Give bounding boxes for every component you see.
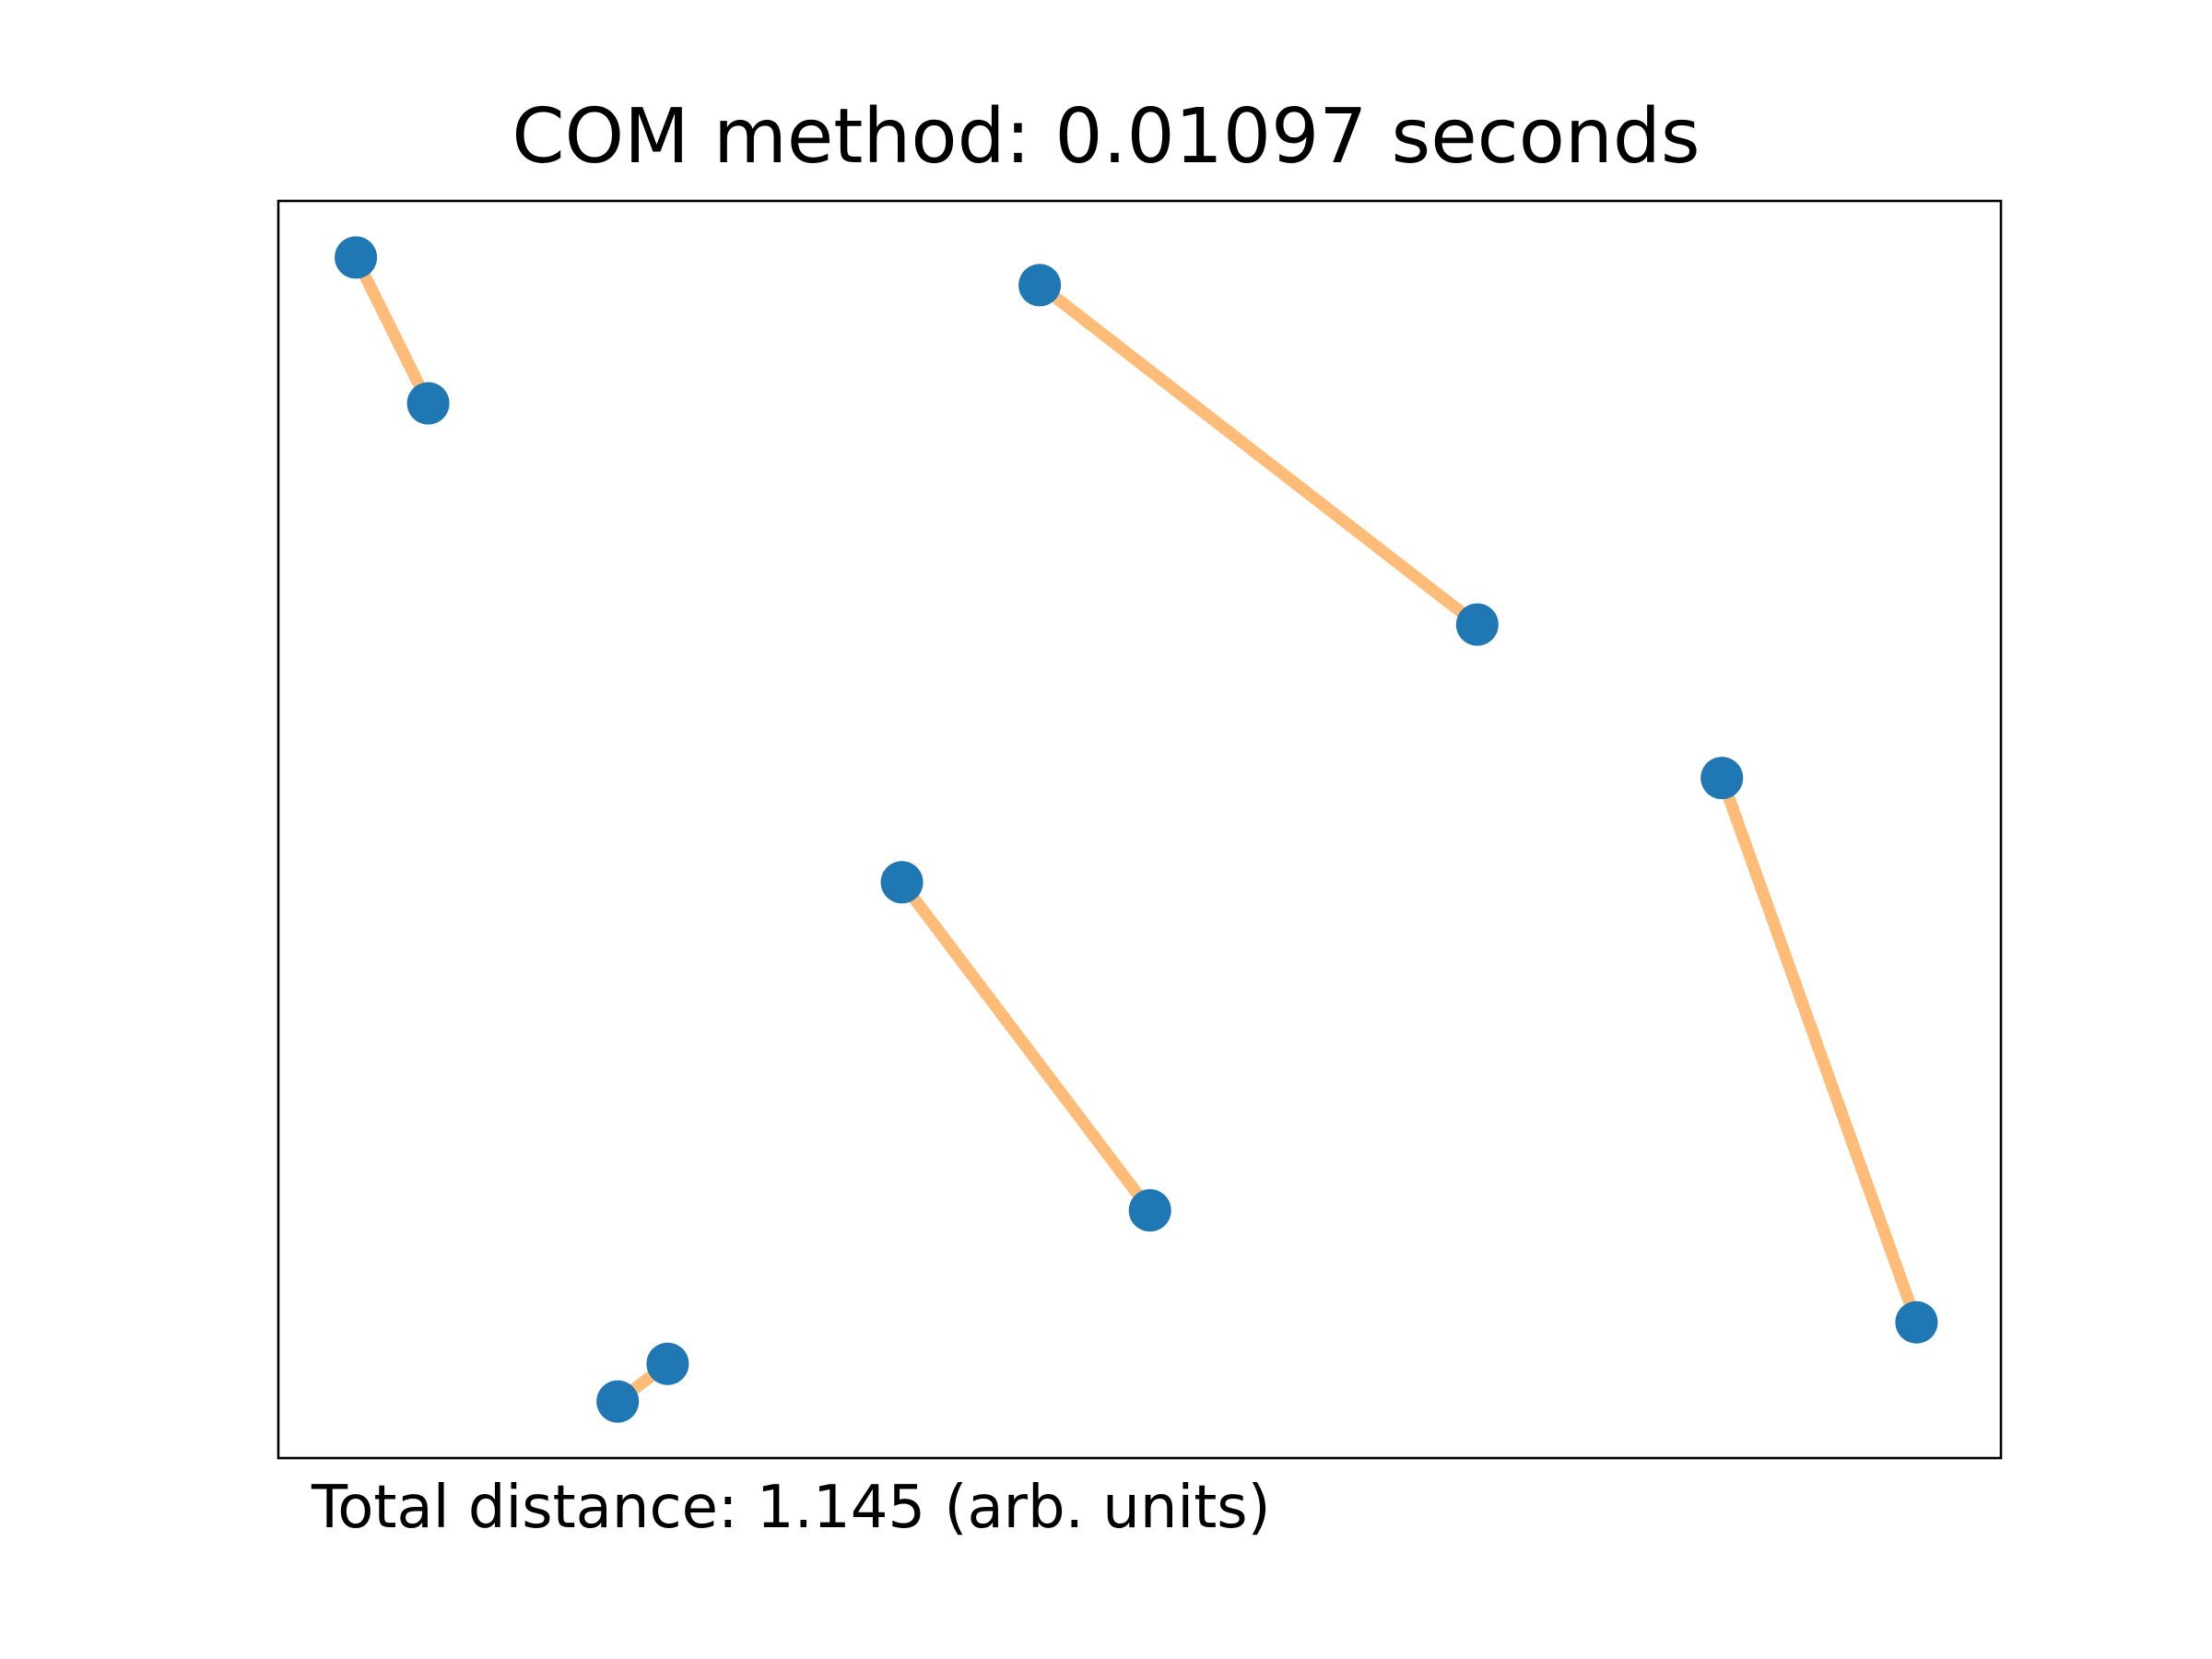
chart-title: COM method: 0.01097 seconds xyxy=(512,93,1700,181)
segments-layer xyxy=(350,254,1923,1406)
total-distance-label: Total distance: 1.145 (arb. units) xyxy=(312,1474,1271,1542)
pair-segment-2 xyxy=(1036,280,1481,629)
axes-frame xyxy=(276,199,2003,1460)
data-point-4-a xyxy=(880,861,924,904)
points-layer xyxy=(335,236,1938,1423)
pair-segment-4 xyxy=(897,878,1155,1215)
data-point-1-b xyxy=(406,382,450,425)
pair-segment-1 xyxy=(350,254,434,406)
data-point-2-b xyxy=(1455,603,1499,646)
data-point-5-a xyxy=(596,1380,640,1423)
data-point-1-a xyxy=(335,236,378,279)
data-point-3-b xyxy=(1895,1300,1938,1344)
pair-segment-3 xyxy=(1716,775,1923,1324)
data-point-4-b xyxy=(1128,1189,1171,1232)
data-point-2-a xyxy=(1018,264,1062,307)
data-point-3-a xyxy=(1700,757,1744,800)
data-point-5-b xyxy=(646,1342,689,1385)
